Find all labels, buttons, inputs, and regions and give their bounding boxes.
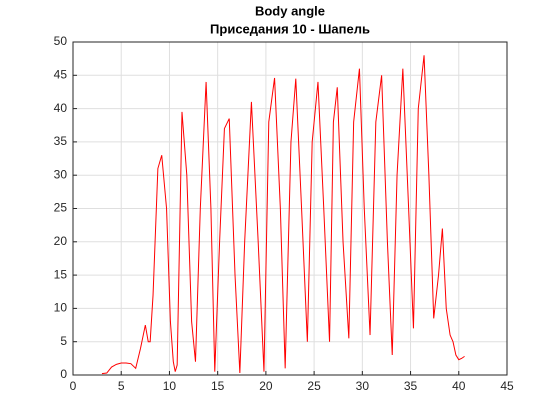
x-tick-label: 40: [452, 379, 466, 393]
y-tick-label: 45: [54, 67, 68, 81]
y-tick-label: 20: [54, 234, 68, 248]
chart-title: Body angle: [255, 3, 325, 18]
x-tick-label: 35: [404, 379, 418, 393]
chart-subtitle: Приседания 10 - Шапель: [210, 21, 370, 36]
y-tick-label: 40: [54, 101, 68, 115]
y-tick-label: 35: [54, 134, 68, 148]
x-tick-label: 20: [259, 379, 273, 393]
axes-box: [72, 41, 508, 376]
data-line: [101, 55, 465, 375]
x-tick-label: 45: [500, 379, 514, 393]
y-tick-label: 30: [54, 167, 68, 181]
y-tick-label: 10: [54, 301, 68, 315]
x-tick-label: 0: [70, 379, 77, 393]
x-tick-label: 10: [163, 379, 177, 393]
x-tick-label: 30: [356, 379, 370, 393]
x-tick-label: 15: [211, 379, 225, 393]
y-tick-label: 25: [54, 201, 68, 215]
y-tick-label: 5: [60, 334, 67, 348]
y-tick-label: 15: [54, 267, 68, 281]
x-tick-label: 25: [307, 379, 321, 393]
x-tick-label: 5: [118, 379, 125, 393]
y-tick-label: 0: [60, 367, 67, 381]
y-tick-label: 50: [54, 34, 68, 48]
